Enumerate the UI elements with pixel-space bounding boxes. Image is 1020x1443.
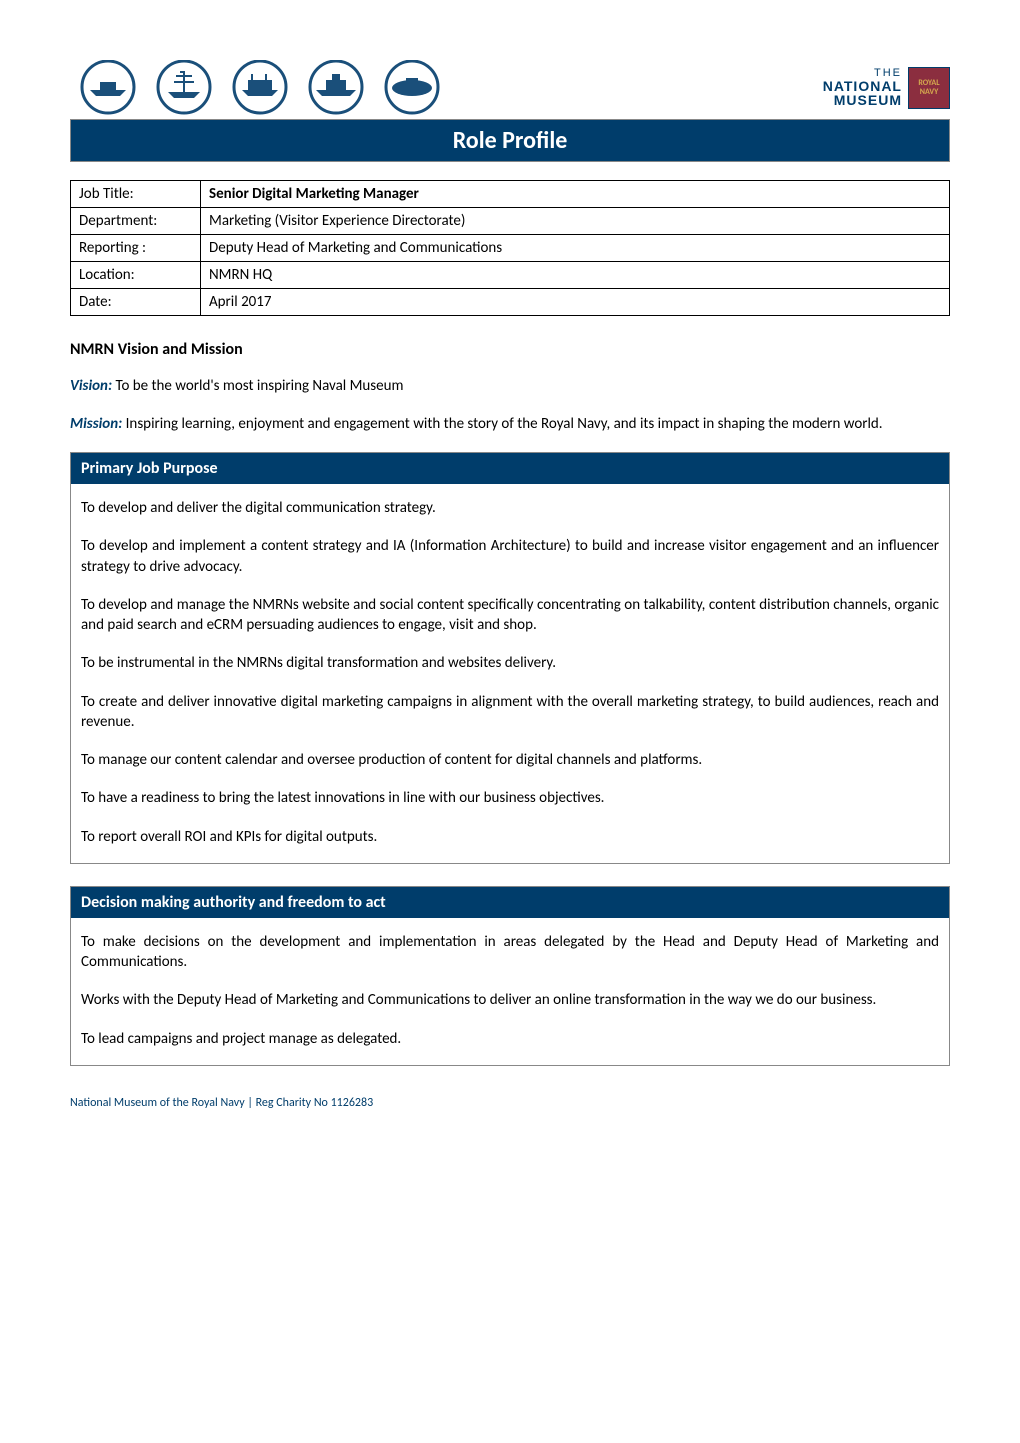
vision-mission-heading: NMRN Vision and Mission xyxy=(70,340,950,359)
info-value: Marketing (Visitor Experience Directorat… xyxy=(201,208,950,235)
purpose-para: To develop and manage the NMRNs website … xyxy=(81,595,939,636)
role-profile-banner: Role Profile xyxy=(70,119,950,162)
info-value: Deputy Head of Marketing and Communicati… xyxy=(201,235,950,262)
purpose-para: To manage our content calendar and overs… xyxy=(81,750,939,770)
nmrn-text-block: THE NATIONAL MUSEUM xyxy=(823,68,902,107)
info-value: Senior Digital Marketing Manager xyxy=(201,181,950,208)
table-row: Department: Marketing (Visitor Experienc… xyxy=(71,208,950,235)
purpose-para: To be instrumental in the NMRNs digital … xyxy=(81,653,939,673)
decision-para: Works with the Deputy Head of Marketing … xyxy=(81,990,939,1010)
ship-icon-3 xyxy=(222,60,298,115)
vision-text: To be the world's most inspiring Naval M… xyxy=(112,377,403,395)
info-label: Department: xyxy=(71,208,201,235)
job-info-table: Job Title: Senior Digital Marketing Mana… xyxy=(70,180,950,316)
purpose-para: To create and deliver innovative digital… xyxy=(81,692,939,733)
ship-icon-2 xyxy=(146,60,222,115)
footer-text: National Museum of the Royal Navy | Reg … xyxy=(70,1096,950,1110)
info-label: Reporting : xyxy=(71,235,201,262)
decision-para: To lead campaigns and project manage as … xyxy=(81,1029,939,1049)
mission-label: Mission: xyxy=(70,415,122,433)
primary-purpose-section: Primary Job Purpose To develop and deliv… xyxy=(70,452,950,864)
decision-authority-content: To make decisions on the development and… xyxy=(71,918,949,1065)
royal-navy-badge: ROYAL NAVY xyxy=(908,67,950,109)
primary-purpose-header: Primary Job Purpose xyxy=(71,453,949,484)
mission-paragraph: Mission: Inspiring learning, enjoyment a… xyxy=(70,415,950,435)
info-label: Date: xyxy=(71,289,201,316)
decision-para: To make decisions on the development and… xyxy=(81,932,939,973)
logo-line-museum: MUSEUM xyxy=(823,93,902,107)
ship-icon-4 xyxy=(298,60,374,115)
decision-authority-section: Decision making authority and freedom to… xyxy=(70,886,950,1066)
ship-icon-1 xyxy=(70,60,146,115)
vision-paragraph: Vision: To be the world's most inspiring… xyxy=(70,377,950,397)
purpose-para: To develop and deliver the digital commu… xyxy=(81,498,939,518)
mission-text: Inspiring learning, enjoyment and engage… xyxy=(122,415,882,433)
badge-text: ROYAL NAVY xyxy=(918,79,939,97)
purpose-para: To have a readiness to bring the latest … xyxy=(81,788,939,808)
info-label: Location: xyxy=(71,262,201,289)
purpose-para: To develop and implement a content strat… xyxy=(81,536,939,577)
purpose-para: To report overall ROI and KPIs for digit… xyxy=(81,827,939,847)
ships-logo xyxy=(70,60,450,115)
table-row: Date: April 2017 xyxy=(71,289,950,316)
header-row: THE NATIONAL MUSEUM ROYAL NAVY xyxy=(70,60,950,115)
info-value: April 2017 xyxy=(201,289,950,316)
ship-icon-5 xyxy=(374,60,450,115)
table-row: Location: NMRN HQ xyxy=(71,262,950,289)
decision-authority-header: Decision making authority and freedom to… xyxy=(71,887,949,918)
table-row: Reporting : Deputy Head of Marketing and… xyxy=(71,235,950,262)
info-value: NMRN HQ xyxy=(201,262,950,289)
badge-line2: NAVY xyxy=(920,87,939,97)
nmrn-logo: THE NATIONAL MUSEUM ROYAL NAVY xyxy=(823,67,950,109)
table-row: Job Title: Senior Digital Marketing Mana… xyxy=(71,181,950,208)
vision-label: Vision: xyxy=(70,377,112,395)
logo-line-national: NATIONAL xyxy=(823,79,902,93)
primary-purpose-content: To develop and deliver the digital commu… xyxy=(71,484,949,863)
info-label: Job Title: xyxy=(71,181,201,208)
